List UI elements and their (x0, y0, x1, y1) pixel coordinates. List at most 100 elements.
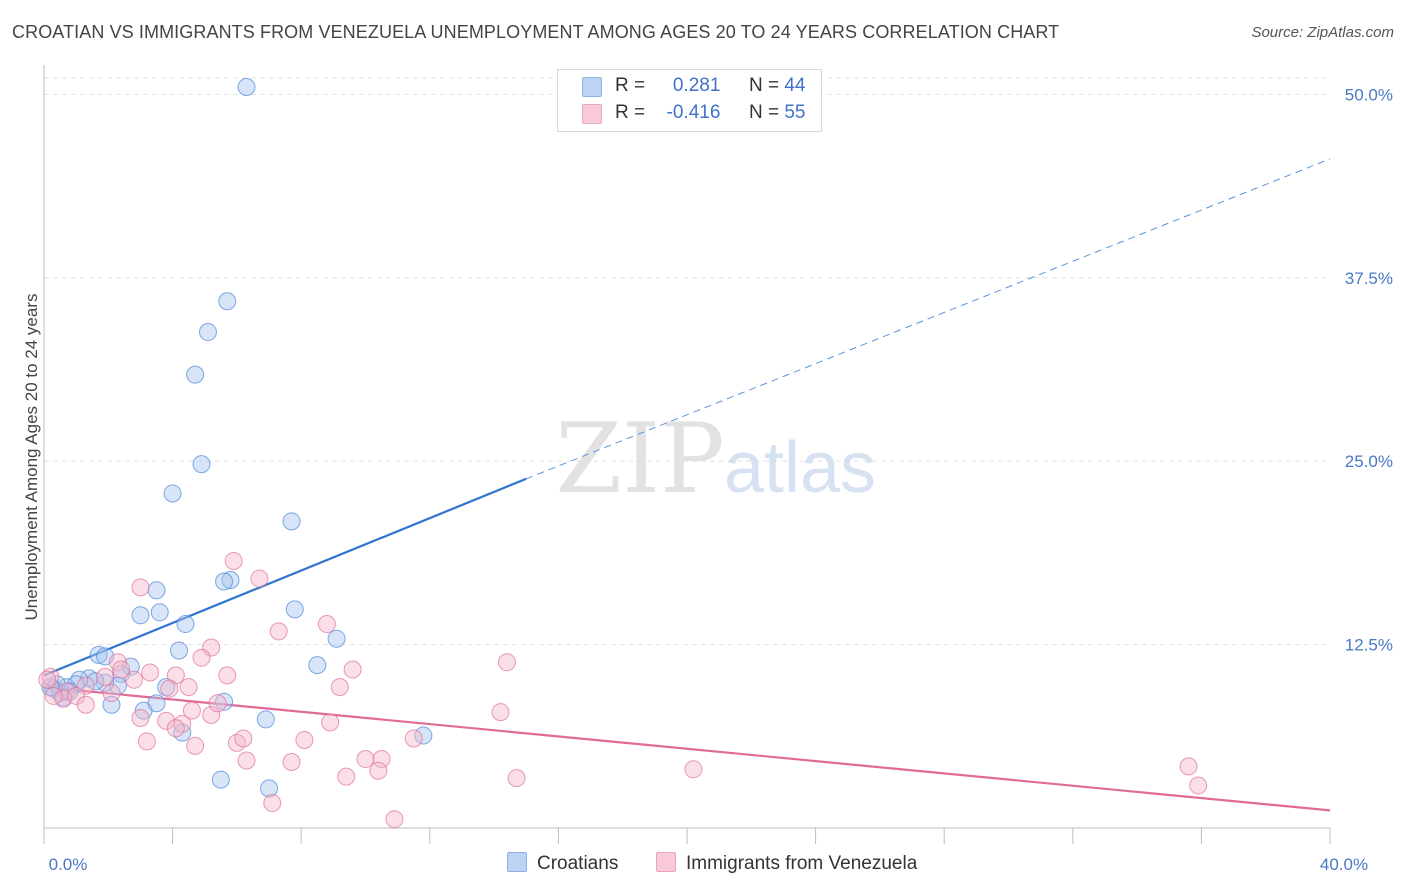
point-venezuela (237, 751, 256, 770)
point-croatians (157, 678, 176, 697)
point-venezuela (356, 750, 375, 769)
point-croatians (150, 603, 169, 622)
point-venezuela (38, 670, 57, 689)
point-venezuela (112, 660, 131, 679)
bottom-legend-label-croatians: Croatians (537, 853, 619, 874)
x-tick-label-max: 40.0% (1320, 855, 1368, 874)
point-venezuela (160, 679, 179, 698)
y-tick-label: 12.5% (1345, 636, 1393, 655)
point-croatians (89, 645, 108, 664)
legend-swatch-venezuela (582, 104, 602, 124)
point-venezuela (125, 670, 144, 689)
point-croatians (147, 694, 166, 713)
watermark: ZIP atlas (555, 403, 876, 515)
y-tick-label: 25.0% (1345, 452, 1393, 471)
trend-line-venezuela (43, 686, 1331, 812)
point-venezuela (96, 667, 115, 686)
bottom-legend-venezuela: Immigrants from Venezuela (656, 852, 917, 875)
legend-r-label: R = (615, 102, 646, 123)
bottom-legend-label-venezuela: Immigrants from Venezuela (686, 853, 918, 874)
point-croatians (285, 600, 304, 619)
axes (43, 65, 1331, 844)
point-croatians (327, 629, 346, 648)
point-croatians (215, 572, 234, 591)
trend-line-croatians (43, 477, 527, 677)
point-croatians (170, 641, 189, 660)
point-venezuela (1179, 757, 1198, 776)
watermark-zip: ZIP (555, 403, 724, 515)
point-venezuela (343, 660, 362, 679)
point-venezuela (131, 708, 150, 727)
chart-title: CROATIAN VS IMMIGRANTS FROM VENEZUELA UN… (12, 22, 1060, 42)
point-croatians (237, 78, 256, 97)
point-venezuela (321, 713, 340, 732)
y-axis-label: Unemployment Among Ages 20 to 24 years (22, 294, 41, 621)
point-venezuela (137, 732, 156, 751)
trend-line-croatians-extrapolated (526, 158, 1331, 480)
legend-n-label: N = (748, 75, 780, 96)
point-venezuela (218, 666, 237, 685)
point-venezuela (131, 578, 150, 597)
legend-text-croatians: R = 0.281 N = 44 (615, 75, 805, 97)
correlation-legend: R = 0.281 N = 44 R = -0.416 N = 55 (557, 69, 822, 132)
point-croatians (221, 571, 240, 590)
point-venezuela (157, 711, 176, 730)
point-venezuela (497, 653, 516, 672)
point-venezuela (263, 794, 282, 813)
legend-n-value: 55 (784, 102, 806, 123)
point-croatians (186, 365, 205, 384)
point-venezuela (269, 622, 288, 641)
point-croatians (147, 581, 166, 600)
tick-labels: 12.5% 25.0% 37.5% 50.0% 0.0% 40.0% (49, 85, 1393, 874)
legend-r-label: R = (615, 75, 646, 96)
point-venezuela (372, 750, 391, 769)
point-venezuela (684, 760, 703, 779)
point-venezuela (224, 551, 243, 570)
point-venezuela (179, 678, 198, 697)
point-venezuela (41, 667, 60, 686)
point-venezuela (186, 736, 205, 755)
point-venezuela (141, 663, 160, 682)
point-venezuela (330, 678, 349, 697)
legend-n-label: N = (748, 102, 780, 123)
point-croatians (218, 292, 237, 311)
source-credit: Source: ZipAtlas.com (1251, 24, 1394, 41)
point-venezuela (192, 648, 211, 667)
point-croatians (192, 455, 211, 474)
legend-r-value: -0.416 (666, 102, 721, 123)
point-venezuela (337, 767, 356, 786)
point-venezuela (208, 694, 227, 713)
bottom-legend-swatch-venezuela (656, 852, 676, 872)
legend-text-venezuela: R = -0.416 N = 55 (615, 102, 805, 124)
point-croatians (260, 779, 279, 798)
legend-n-value: 44 (784, 75, 806, 96)
point-croatians (176, 615, 195, 634)
point-croatians (163, 484, 182, 503)
point-croatians (282, 512, 301, 531)
point-croatians (256, 710, 275, 729)
point-venezuela (295, 730, 314, 749)
point-croatians (211, 770, 230, 789)
point-croatians (215, 692, 234, 711)
point-venezuela (507, 769, 526, 788)
watermark-atlas: atlas (724, 428, 876, 508)
legend-swatch-croatians (582, 77, 602, 97)
point-venezuela (385, 810, 404, 829)
trend-lines (43, 158, 1331, 812)
point-venezuela (282, 752, 301, 771)
point-venezuela (317, 615, 336, 634)
point-venezuela (250, 569, 269, 588)
point-venezuela (182, 701, 201, 720)
point-venezuela (369, 761, 388, 780)
point-venezuela (44, 686, 63, 705)
point-croatians (198, 323, 217, 342)
point-venezuela (234, 729, 253, 748)
point-croatians (131, 606, 150, 625)
legend-r-value: 0.281 (672, 75, 721, 96)
bottom-legend-swatch-croatians (507, 852, 527, 872)
data-points (38, 78, 1208, 829)
y-tick-label: 37.5% (1345, 269, 1393, 288)
point-croatians (86, 672, 105, 691)
x-tick-label-min: 0.0% (49, 855, 88, 874)
point-venezuela (166, 666, 185, 685)
